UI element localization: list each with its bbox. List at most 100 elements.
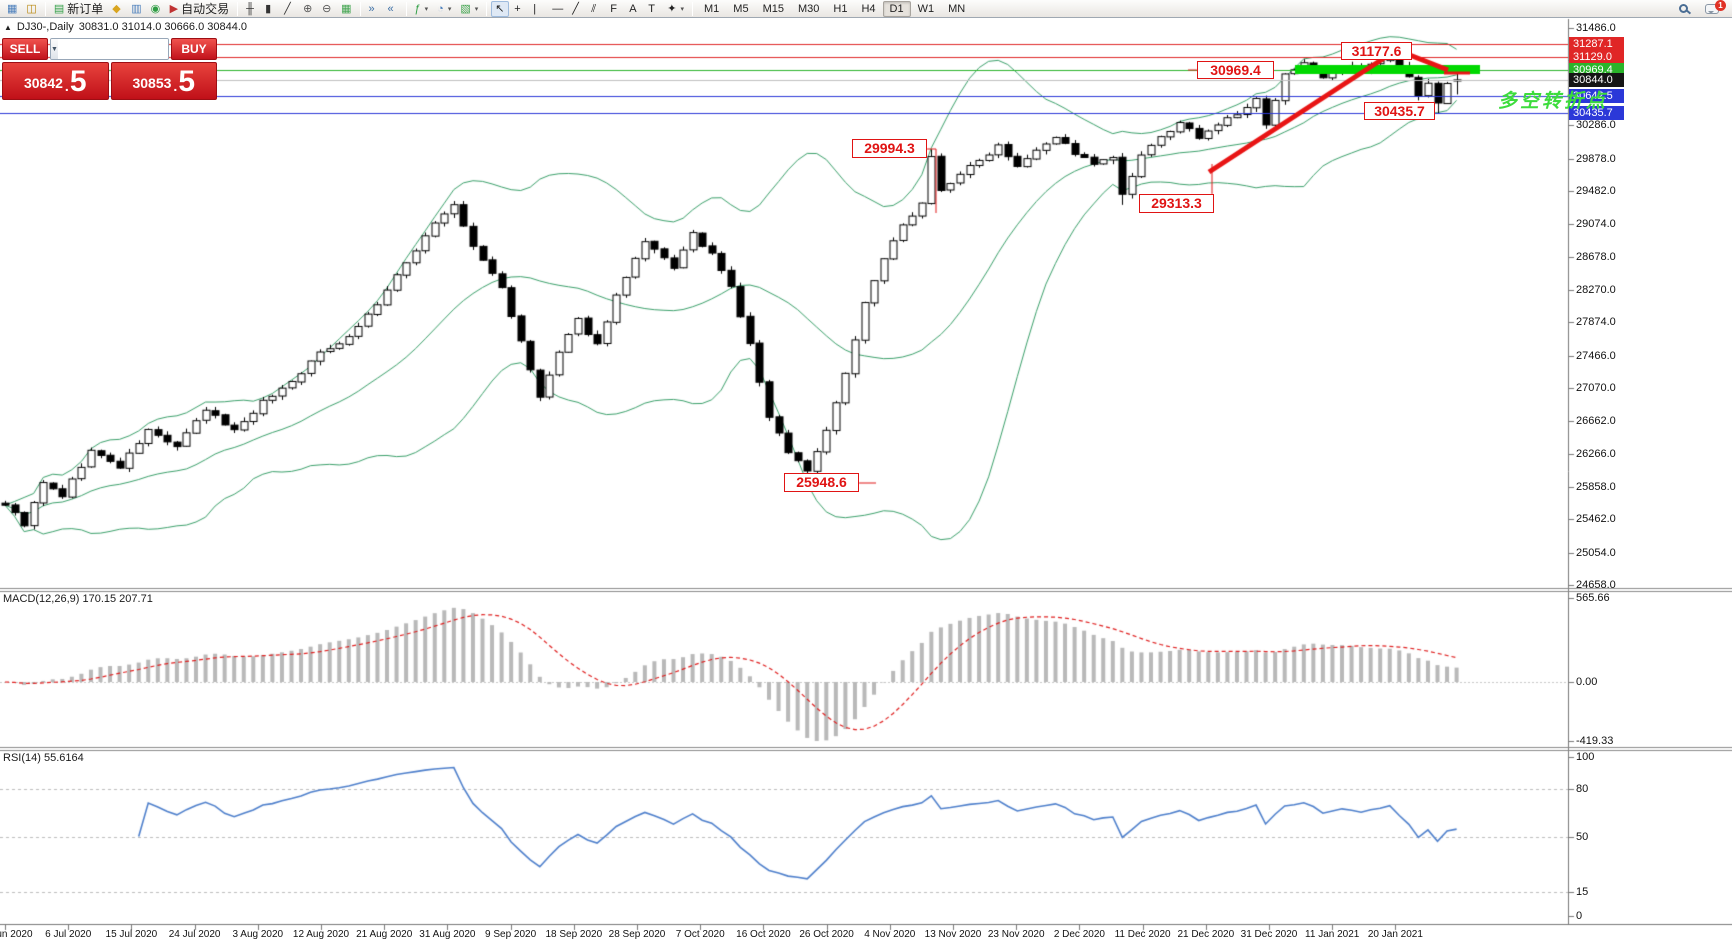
equidistant-channel-button[interactable]: ⫽ — [587, 1, 605, 17]
timeframe-bar: M1 M5 M15 M30 H1 H4 D1 W1 MN — [697, 0, 972, 17]
date-tick-label: 7 Oct 2020 — [675, 929, 725, 940]
price-badge: 31129.0 — [1569, 49, 1624, 64]
chart-shift-button[interactable]: « — [384, 1, 402, 17]
price-annotation-30435[interactable]: 30435.7 — [1364, 102, 1435, 120]
sell-price-frac: 5 — [69, 65, 87, 98]
toolbar-right-group: 1 — [1675, 0, 1729, 17]
rsi-axis-label: 50 — [1576, 830, 1589, 843]
volume-decrease-button[interactable]: ▼ — [51, 39, 58, 59]
auto-trading-button[interactable]: ▶ 自动交易 — [166, 1, 233, 17]
timeframe-m1[interactable]: M1 — [704, 2, 720, 15]
notification-badge: 1 — [1715, 0, 1726, 11]
chart-title: ▲ DJ30-,Daily 30831.0 31014.0 30666.0 30… — [4, 21, 247, 33]
notifications-icon[interactable]: 1 — [1701, 0, 1726, 17]
price-annotation-29313[interactable]: 29313.3 — [1139, 194, 1214, 213]
timeframe-m30[interactable]: M30 — [797, 2, 820, 15]
sell-price-display[interactable]: 30842. 5 — [2, 62, 109, 100]
arrows-icon: ✦ — [667, 2, 677, 15]
price-annotation-31177[interactable]: 31177.6 — [1341, 42, 1412, 60]
label-button[interactable]: T — [644, 1, 662, 17]
horizontal-line-button[interactable]: — — [548, 1, 567, 17]
line-chart-button[interactable]: ╱ — [280, 1, 298, 17]
bar-chart-button[interactable]: ╫ — [242, 1, 260, 17]
auto-scroll-button[interactable]: » — [365, 1, 383, 17]
vertical-line-button[interactable]: | — [529, 1, 547, 17]
market-watch-button[interactable]: ▥ — [127, 1, 145, 17]
price-annotation-30969[interactable]: 30969.4 — [1197, 61, 1274, 79]
timeframe-d1[interactable]: D1 — [882, 0, 911, 17]
rsi-axis-label: 0 — [1576, 910, 1583, 922]
date-tick-label: 28 Sep 2020 — [608, 929, 666, 940]
price-tick-label: 29482.0 — [1576, 185, 1616, 198]
price-badge: 30844.0 — [1569, 72, 1624, 87]
price-tick-label: 31486.0 — [1576, 21, 1616, 34]
price-badge: 30642.5 — [1569, 89, 1624, 104]
timeframe-m15[interactable]: M15 — [762, 2, 784, 15]
price-badge: 30435.7 — [1569, 106, 1624, 121]
cursor-icon: ↖ — [495, 2, 505, 15]
trendline-button[interactable]: ╱ — [568, 1, 586, 17]
macd-axis-label: 565.66 — [1576, 592, 1610, 604]
signal-button[interactable]: ◉ — [147, 1, 165, 17]
timeframe-h1[interactable]: H1 — [833, 2, 848, 15]
price-annotation-25948[interactable]: 25948.6 — [784, 473, 859, 492]
price-tick-label: 30286.0 — [1576, 119, 1616, 132]
chart-profiles-button[interactable]: ◫ — [22, 1, 40, 17]
metaeditor-icon: ◆ — [112, 2, 121, 15]
price-tick-label: 26266.0 — [1576, 447, 1616, 460]
symbol-marker-icon: ▲ — [4, 22, 12, 32]
horizontal-line-icon: — — [552, 2, 564, 15]
new-order-button[interactable]: ▤ 新订单 — [50, 1, 107, 17]
arrows-button[interactable]: ✦ ▾ — [663, 1, 688, 17]
periods-button[interactable]: ◔ ▾ — [433, 1, 455, 17]
date-tick-label: 20 Jan 2021 — [1367, 929, 1423, 940]
price-tick-label: 26662.0 — [1576, 415, 1616, 428]
macd-label: MACD(12,26,9) 170.15 207.71 — [3, 593, 153, 605]
buy-button[interactable]: BUY — [171, 38, 217, 60]
new-order-icon: ▤ — [53, 2, 65, 15]
fibonacci-button[interactable]: F — [606, 1, 624, 17]
chart-shift-icon: « — [387, 2, 394, 15]
crosshair-button[interactable]: + — [510, 1, 528, 17]
date-tick-label: 31 Aug 2020 — [419, 929, 476, 940]
volume-input[interactable] — [57, 39, 168, 59]
timeframe-m5[interactable]: M5 — [733, 2, 749, 15]
buy-price-display[interactable]: 30853. 5 — [110, 62, 217, 100]
price-tick-label: 29074.0 — [1576, 218, 1616, 231]
timeframe-w1[interactable]: W1 — [917, 2, 935, 15]
cursor-button[interactable]: ↖ — [491, 0, 510, 17]
price-tick-label: 27070.0 — [1576, 381, 1616, 394]
price-annotation-29994[interactable]: 29994.3 — [852, 139, 927, 158]
templates-button[interactable]: ▧ ▾ — [456, 1, 482, 17]
date-tick-label: 6 Jul 2020 — [45, 929, 92, 940]
zoom-in-button[interactable]: ⊕ — [299, 1, 317, 17]
date-tick-label: 11 Dec 2020 — [1114, 929, 1171, 940]
new-chart-icon: ▦ — [7, 2, 18, 15]
date-tick-label: 2 Dec 2020 — [1053, 929, 1105, 940]
indicators-button[interactable]: ƒ ▾ — [411, 1, 433, 17]
sell-price-dot: . — [64, 78, 69, 94]
metaeditor-button[interactable]: ◆ — [108, 1, 126, 17]
fibonacci-icon: F — [610, 2, 617, 15]
candlestick-button[interactable]: ▮ — [261, 1, 279, 17]
search-icon[interactable] — [1675, 1, 1693, 17]
date-tick-label: 12 Aug 2020 — [292, 929, 350, 940]
date-tick-label: 9 Sep 2020 — [485, 929, 537, 940]
turning-point-note[interactable]: 多空转折点 — [1498, 91, 1609, 112]
candlestick-icon: ▮ — [265, 2, 272, 15]
tile-windows-button[interactable]: ▦ — [337, 1, 355, 17]
zoom-out-button[interactable]: ⊖ — [318, 1, 336, 17]
text-button[interactable]: A — [625, 1, 643, 17]
new-chart-button[interactable]: ▦ — [3, 1, 21, 17]
signal-icon: ◉ — [150, 2, 161, 15]
auto-scroll-icon: » — [368, 2, 375, 15]
buy-price-main: 30853 — [132, 75, 172, 91]
date-tick-label: 13 Nov 2020 — [924, 929, 982, 940]
rsi-label: RSI(14) 55.6164 — [3, 752, 84, 764]
timeframe-mn[interactable]: MN — [948, 2, 966, 15]
timeframe-h4[interactable]: H4 — [861, 2, 876, 15]
crosshair-icon: + — [514, 2, 521, 15]
market-watch-icon: ▥ — [131, 2, 142, 15]
sell-button[interactable]: SELL — [2, 38, 48, 60]
